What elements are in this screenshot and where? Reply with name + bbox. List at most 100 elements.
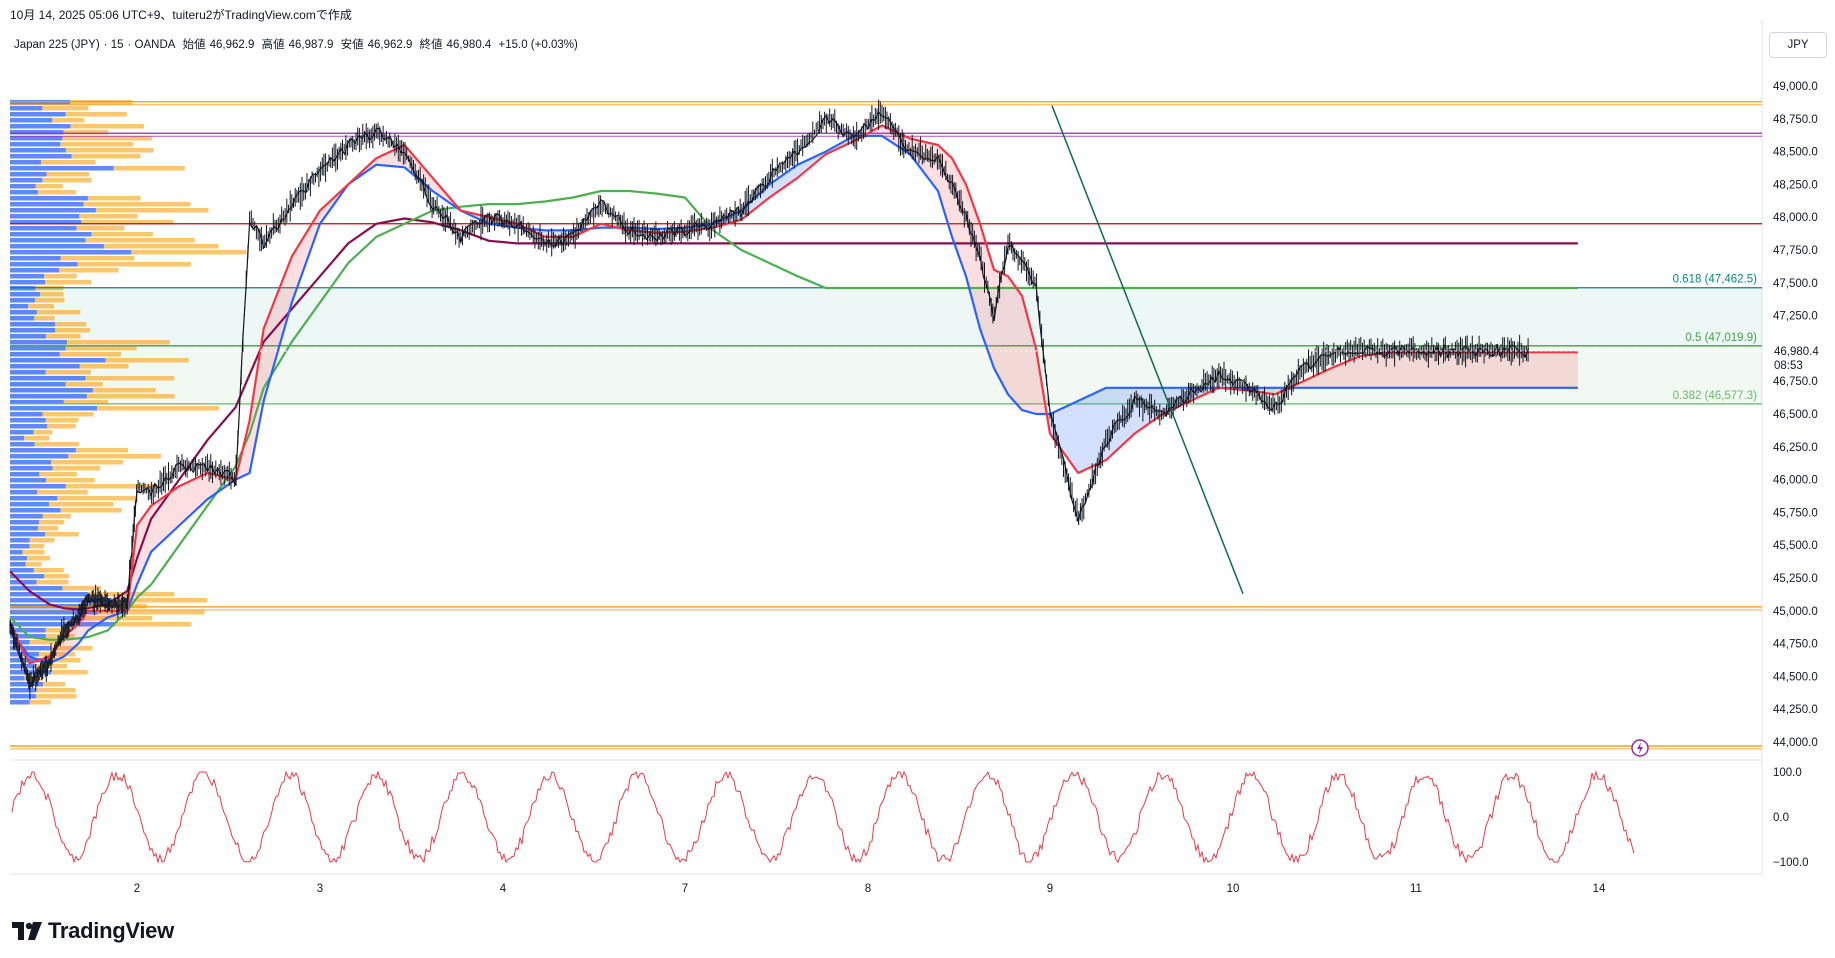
price-tick-label: 45,750.0 [1773,507,1818,519]
volume-profile-bar-up [44,574,70,579]
volume-profile-bar-up [75,448,128,453]
price-tick-label: 46,750.0 [1773,376,1818,388]
volume-profile-bar-up [62,586,102,591]
time-tick-label: 2 [134,883,140,895]
legend-low: 46,962.9 [367,39,413,51]
volume-profile-bar-down [10,610,99,615]
price-tick-label: 44,000.0 [1773,737,1818,749]
volume-profile-bar-up [70,124,144,129]
volume-profile-bar-down [10,364,80,369]
volume-profile-bar-down [10,226,77,231]
volume-profile-bar-down [10,526,39,531]
volume-profile-bar-up [36,310,81,315]
volume-profile-bar-down [10,700,30,705]
volume-profile-bar-down [10,430,34,435]
volume-profile-bar-down [10,694,37,699]
volume-profile-bar-up [42,514,71,519]
volume-profile-bar-up [48,658,81,663]
volume-profile-bar-down [10,574,45,579]
volume-profile-bar-up [22,550,45,555]
time-tick-label: 4 [500,883,507,895]
tradingview-logo[interactable]: TradingView [12,918,174,944]
volume-profile-bar-up [29,700,51,705]
volume-profile-bar-down [10,478,46,483]
symbol-legend[interactable]: Japan 225 (JPY) · 15 · OANDA 始値 46,962.9 高値… [14,39,578,51]
volume-profile-bar-up [42,178,92,183]
ema-cloud-segment [1078,387,1107,474]
price-tick-label: 48,250.0 [1773,179,1818,191]
price-tick-label: 45,500.0 [1773,540,1818,552]
volume-profile-bar-up [60,508,122,513]
volume-profile-bar-up [59,268,119,273]
volume-profile-bar-down [10,394,87,399]
ema-cloud-segment [769,164,798,198]
volume-profile-bar-up [85,238,195,243]
alert-lightning-icon[interactable] [1631,739,1649,757]
volume-profile-bar-down [10,472,40,477]
price-tick-label: 44,750.0 [1773,639,1818,651]
volume-profile-bar-down [10,256,61,261]
volume-profile-bar-up [45,418,79,423]
volume-profile-bar-up [45,370,91,375]
volume-profile-bar-up [40,292,64,297]
trendline-segment[interactable] [1051,105,1244,595]
legend-close-label: 終値 [419,39,443,51]
volume-profile-bar-up [88,592,175,597]
volume-profile-bar-down [10,400,64,405]
ema-cloud-segment [78,610,89,644]
volume-profile-bar-up [55,322,87,327]
volume-profile-bar-up [114,622,192,627]
volume-profile-bar-down [10,382,66,387]
volume-profile-bar-down [10,646,51,651]
volume-profile-bar-down [10,184,36,189]
price-tick-label: 45,000.0 [1773,606,1818,618]
time-tick-label: 7 [682,883,688,895]
ema-mid-line[interactable] [9,134,1578,665]
ema-long-line[interactable] [9,217,1578,611]
trendline[interactable] [1051,105,1244,595]
volume-profile-bar-down [10,208,96,213]
volume-profile-bar-down [10,358,106,363]
volume-profile-bar-up [97,406,220,411]
volume-profile-bar-down [10,598,113,603]
volume-profile-bar-down [10,298,35,303]
time-tick-label: 3 [317,883,323,895]
volume-profile-bar-up [52,466,101,471]
volume-profile-bar-up [33,430,53,435]
legend-symbol[interactable]: Japan 225 (JPY) [14,39,100,51]
volume-profile-bar-down [10,580,37,585]
volume-profile-bar-up [98,610,205,615]
volume-profile-bar-down [10,268,60,273]
time-tick-label: 8 [865,883,871,895]
price-tick-label: 47,250.0 [1773,311,1818,323]
volume-profile-bar-up [60,256,135,261]
volume-profile-bar-up [62,136,152,141]
volume-profile-bar-up [39,472,77,477]
volume-profile-bar-up [50,646,93,651]
legend-source: OANDA [134,39,176,51]
volume-profile-bar-up [86,394,175,399]
price-tick-label: 47,500.0 [1773,278,1818,290]
volume-profile-bar-down [10,148,66,153]
volume-profile-bar-down [10,196,88,201]
volume-profile-bar-up [34,316,55,321]
oscillator-tick-label: −100.0 [1773,857,1809,869]
volume-profile-bar-down [10,244,104,249]
volume-profile-bar-up [55,328,90,333]
volume-profile-bar-down [10,142,61,147]
volume-profile-bar-up [112,598,208,603]
volume-profile-bar-up [63,130,109,135]
volume-profile-bar-up [25,562,42,567]
ema-slow-line[interactable] [9,189,1578,641]
oscillator-tick-label: 0.0 [1773,812,1789,824]
volume-profile-bar-down [10,238,86,243]
price-axis[interactable]: 49,000.0 48,750.0 48,500.0 48,250.0 48,000.0… [10,81,1818,749]
volume-profile-bar-up [29,538,55,543]
volume-profile-bar-up [79,364,129,369]
currency-button[interactable]: JPY [1769,32,1827,58]
time-axis[interactable]: 2 3 4 7 8 9 10 11 14 [134,883,1606,895]
volume-profile-bar-up [45,334,81,339]
current-price-tag: 46,980.4 08:53 [1764,340,1828,373]
volume-profile-bar-down [10,436,25,441]
